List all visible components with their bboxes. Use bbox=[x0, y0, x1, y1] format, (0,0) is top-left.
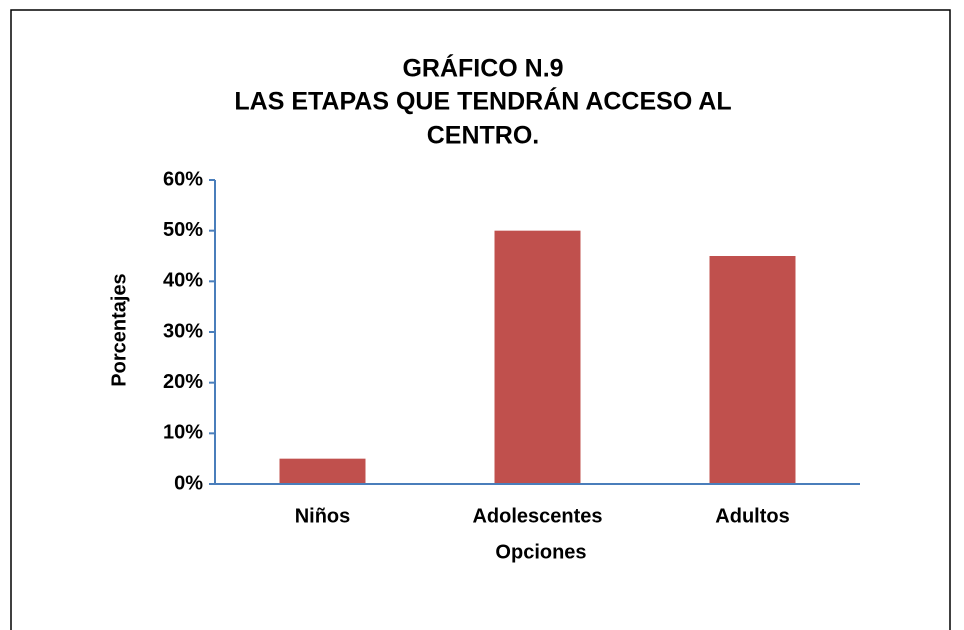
x-tick-label: Adolescentes bbox=[472, 505, 602, 527]
y-axis-label: Porcentajes bbox=[108, 273, 130, 386]
x-tick-label: Niños bbox=[295, 505, 351, 527]
y-tick-label: 10% bbox=[163, 422, 203, 444]
chart-title: GRÁFICO N.9 bbox=[402, 54, 563, 83]
bar bbox=[494, 230, 581, 484]
y-tick-label: 20% bbox=[163, 371, 203, 393]
bar bbox=[709, 256, 796, 484]
y-tick-label: 30% bbox=[163, 320, 203, 342]
y-tick-label: 60% bbox=[163, 168, 203, 190]
y-tick-label: 40% bbox=[163, 270, 203, 292]
chart-title: LAS ETAPAS QUE TENDRÁN ACCESO AL bbox=[234, 87, 731, 116]
bar bbox=[279, 458, 366, 484]
y-tick-label: 50% bbox=[163, 219, 203, 241]
chart-title: CENTRO. bbox=[427, 122, 540, 150]
chart-border bbox=[10, 9, 951, 630]
x-axis-label: Opciones bbox=[495, 541, 586, 563]
x-tick-label: Adultos bbox=[715, 505, 789, 527]
y-tick-label: 0% bbox=[174, 472, 203, 494]
